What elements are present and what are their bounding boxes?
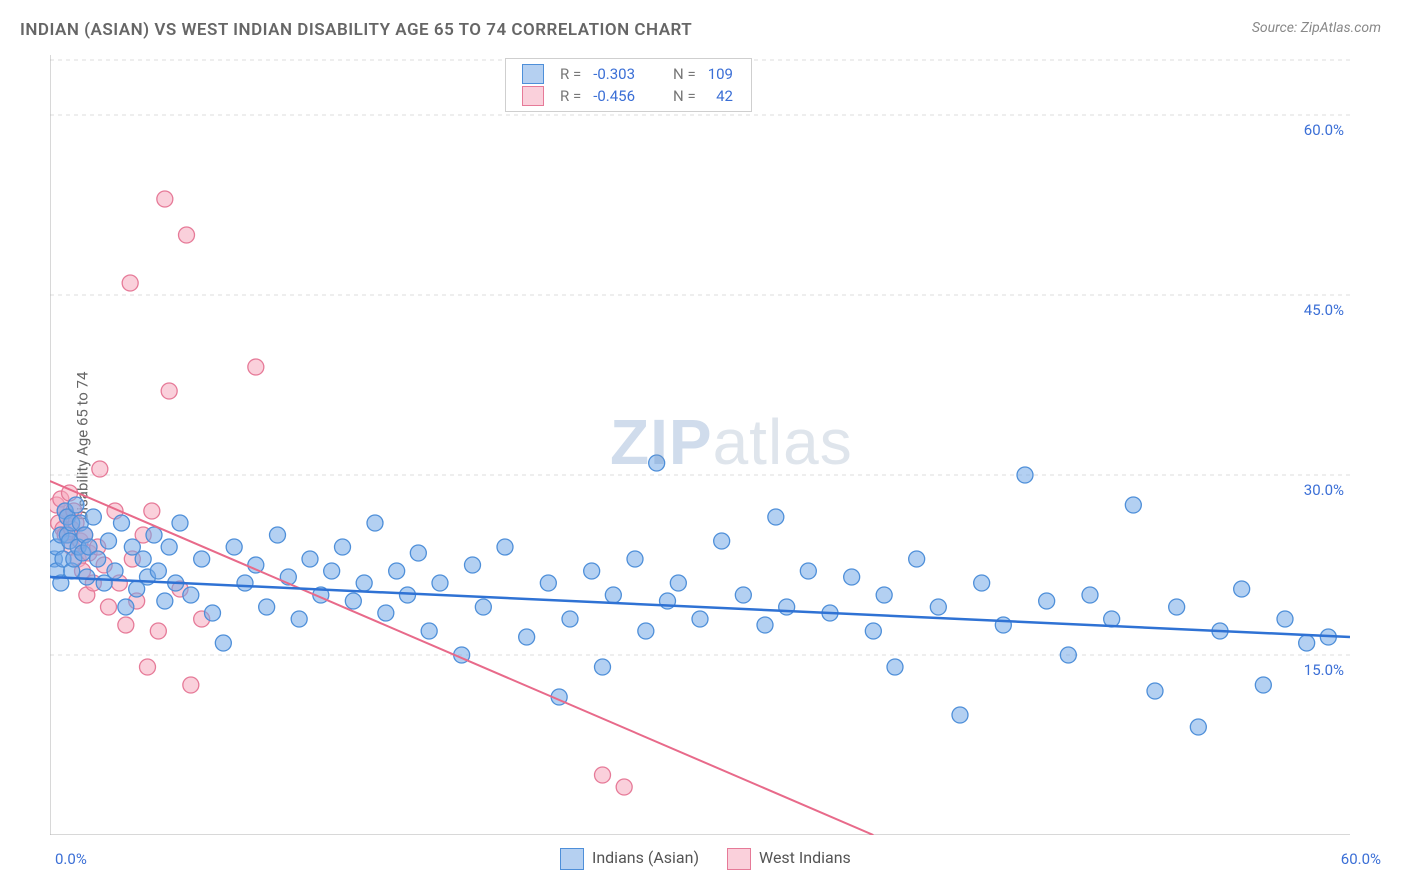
source-name: ZipAtlas.com [1301, 20, 1381, 36]
legend-row-pink: R = -0.456 N = 42 [516, 85, 739, 107]
n-value-blue: 109 [702, 63, 739, 85]
svg-text:60.0%: 60.0% [1304, 121, 1344, 139]
swatch-blue-icon [522, 64, 544, 84]
scatter-points-blue [50, 455, 1336, 735]
legend-label-pink: West Indians [759, 848, 851, 867]
n-label: N = [667, 63, 702, 85]
n-value-pink: 42 [702, 85, 739, 107]
chart-title: INDIAN (ASIAN) VS WEST INDIAN DISABILITY… [20, 20, 692, 40]
r-value-pink: -0.456 [587, 85, 641, 107]
x-tick-max: 60.0% [1341, 850, 1381, 868]
legend-series: Indians (Asian) West Indians [560, 848, 851, 870]
scatter-points-pink [50, 191, 632, 795]
plot-area: 15.0%30.0%45.0%60.0% ZIPatlas R = -0.303… [50, 55, 1350, 835]
r-label: R = [554, 63, 587, 85]
r-label: R = [554, 85, 587, 107]
svg-text:45.0%: 45.0% [1304, 301, 1344, 319]
r-value-blue: -0.303 [587, 63, 641, 85]
swatch-pink-icon [727, 848, 751, 870]
svg-text:30.0%: 30.0% [1304, 481, 1344, 499]
swatch-blue-icon [560, 848, 584, 870]
axis-ticks: 15.0% 30.0% 45.0% 60.0% [1304, 121, 1344, 679]
trend-lines [50, 481, 1350, 835]
legend-item-blue: Indians (Asian) [560, 848, 699, 870]
svg-text:15.0%: 15.0% [1304, 661, 1344, 679]
legend-correlation-box: R = -0.303 N = 109 R = -0.456 N = 42 [505, 58, 752, 112]
legend-label-blue: Indians (Asian) [592, 848, 699, 867]
legend-item-pink: West Indians [727, 848, 851, 870]
swatch-pink-icon [522, 86, 544, 106]
x-tick-min: 0.0% [55, 850, 87, 868]
source-attribution: Source: ZipAtlas.com [1252, 20, 1381, 36]
chart-svg: 15.0% 30.0% 45.0% 60.0% [50, 55, 1350, 835]
legend-row-blue: R = -0.303 N = 109 [516, 63, 739, 85]
source-label: Source: [1252, 20, 1297, 36]
n-label: N = [667, 85, 702, 107]
